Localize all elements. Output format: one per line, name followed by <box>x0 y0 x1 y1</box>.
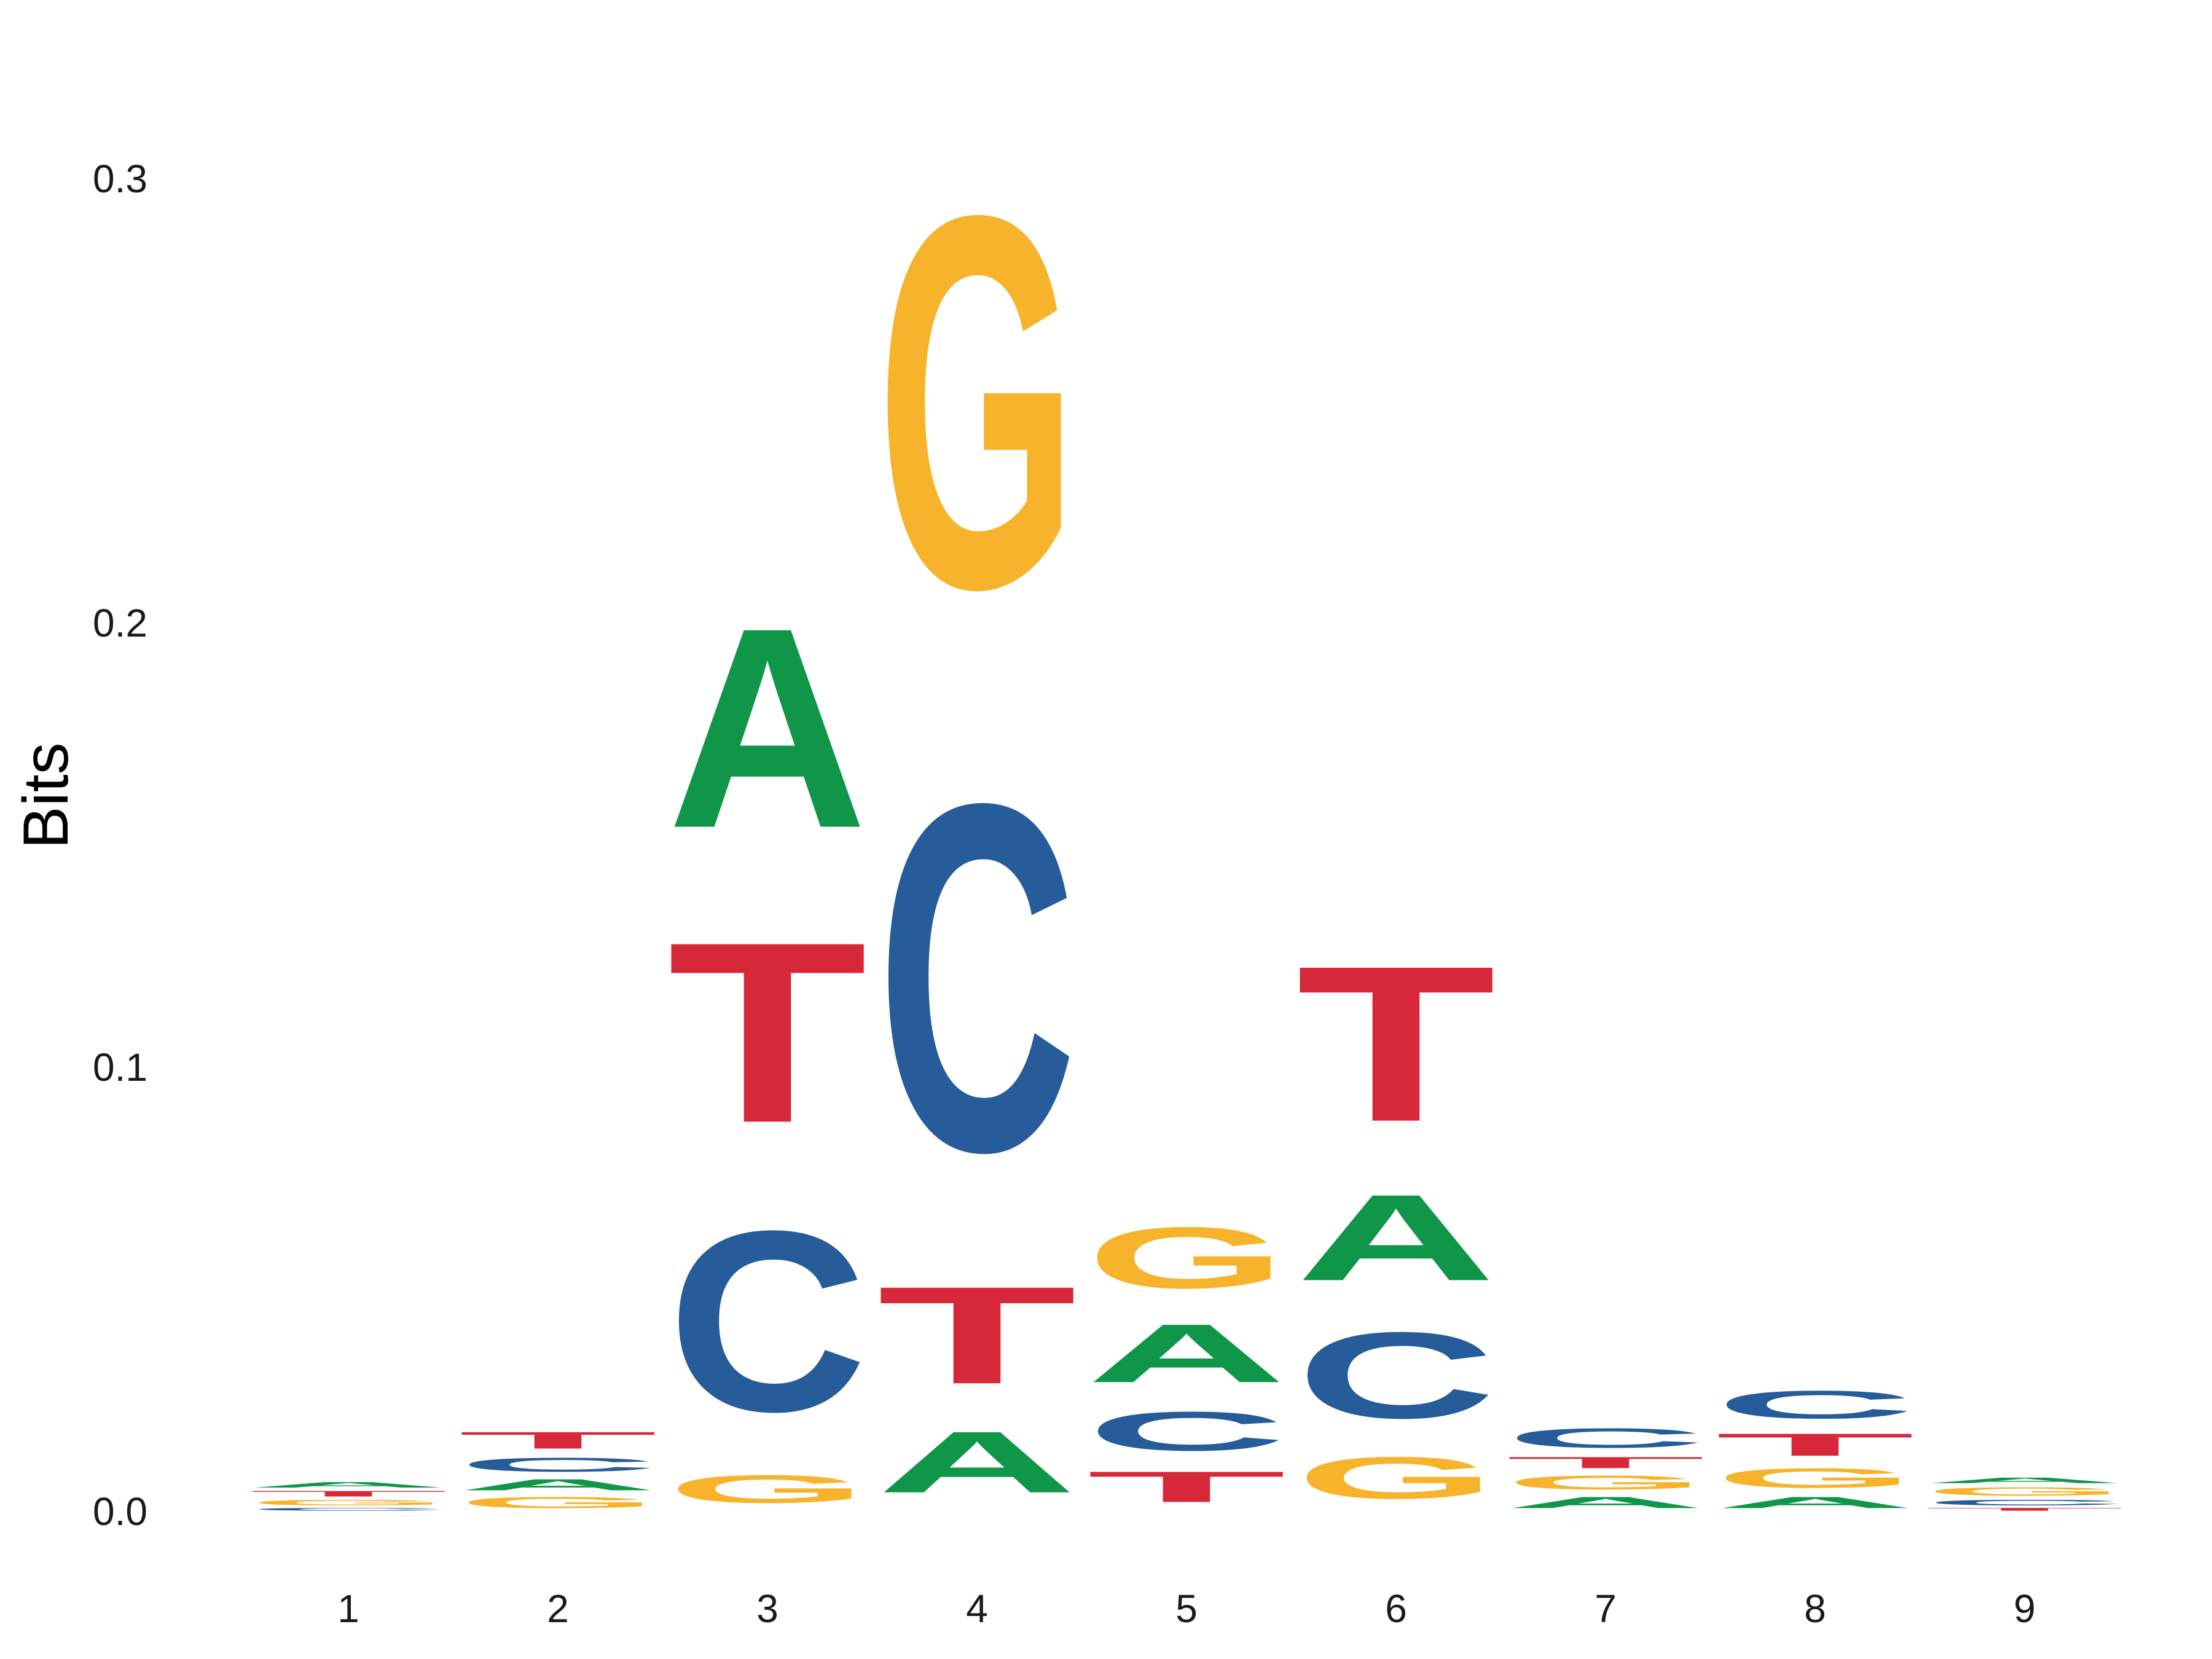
logo-letter-g: G <box>668 1467 868 1511</box>
logo-letter-c: C <box>1087 1400 1287 1462</box>
x-tick-label: 4 <box>966 1586 988 1631</box>
logo-letter-a: A <box>1716 1494 1915 1512</box>
logo-letter-t: T <box>1506 1454 1706 1472</box>
logo-letter-g: G <box>249 1498 449 1507</box>
x-tick-label: 3 <box>756 1586 779 1631</box>
logo-letter-a: A <box>667 568 867 887</box>
logo-letter-a: A <box>458 1476 658 1494</box>
logo-letter-c: C <box>1716 1382 1915 1427</box>
logo-letter-t: T <box>877 1258 1077 1413</box>
logo-letter-t: T <box>249 1489 449 1498</box>
y-axis-title: Bits <box>10 742 82 849</box>
logo-letter-g: G <box>458 1494 658 1512</box>
x-tick-label: 2 <box>547 1586 569 1631</box>
logo-letter-a: A <box>1087 1307 1287 1400</box>
y-axis: 0.0 0.1 0.2 0.3 <box>93 157 147 1534</box>
logo-letter-c: C <box>458 1454 657 1476</box>
logo-letter-g: G <box>1087 1209 1287 1306</box>
logo-letter-a: A <box>1924 1476 2124 1484</box>
logo-letter-c: C <box>1924 1498 2124 1507</box>
y-tick-label: 0.1 <box>93 1045 147 1089</box>
y-tick-label: 0.2 <box>93 601 147 645</box>
x-tick-label: 8 <box>1804 1586 1826 1631</box>
x-tick-label: 7 <box>1594 1586 1617 1631</box>
logo-letter-a: A <box>1296 1169 1496 1306</box>
logo-letter-t: T <box>1716 1427 1915 1463</box>
logo-letter-c: C <box>668 1177 868 1465</box>
logo-letter-g: G <box>1296 1445 1496 1512</box>
x-tick-label: 9 <box>2014 1586 2036 1631</box>
logo-letter-c: C <box>249 1507 449 1512</box>
logo-letter-g: G <box>877 105 1077 699</box>
logo-letter-c: C <box>1296 1307 1496 1445</box>
logo-letter-a: A <box>248 1480 448 1489</box>
logo-letter-t: T <box>458 1427 658 1453</box>
logo-letter-a: A <box>1506 1494 1706 1512</box>
logo-letter-g: G <box>1925 1484 2125 1498</box>
x-tick-label: 1 <box>337 1586 359 1631</box>
x-axis: 1 2 3 4 5 6 7 8 9 <box>337 1586 2036 1631</box>
logo-letter-t: T <box>1087 1462 1287 1511</box>
logo-letter-t: T <box>668 888 868 1176</box>
logo-letter-g: G <box>1716 1462 1915 1493</box>
y-tick-label: 0.3 <box>93 157 147 201</box>
logo-letter-a: A <box>877 1413 1077 1511</box>
logo-letter-g: G <box>1506 1472 1706 1494</box>
logo-letter-c: C <box>877 702 1077 1255</box>
y-tick-label: 0.0 <box>93 1489 147 1534</box>
x-tick-label: 5 <box>1175 1586 1198 1631</box>
logo-letter-c: C <box>1505 1422 1705 1454</box>
x-tick-label: 6 <box>1385 1586 1407 1631</box>
logo-letter-t: T <box>1296 920 1496 1168</box>
logo-letter-t: T <box>1925 1507 2125 1512</box>
